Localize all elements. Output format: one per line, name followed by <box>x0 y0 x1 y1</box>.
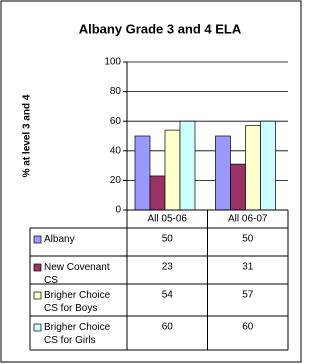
y-tick-label: 80 <box>110 86 122 97</box>
legend-label: New Covenant CS <box>44 262 110 286</box>
bar <box>164 129 181 211</box>
bar <box>215 135 231 211</box>
table-value: 50 <box>242 234 254 245</box>
table-value: 54 <box>162 290 174 301</box>
y-tick-label: 40 <box>110 145 122 156</box>
bar <box>179 120 196 211</box>
chart-page: Albany Grade 3 and 4 ELA % at level 3 an… <box>0 0 303 364</box>
bar <box>230 163 246 211</box>
legend-swatch <box>33 263 42 272</box>
y-axis-label: % at level 3 and 4 <box>22 94 33 177</box>
chart-title: Albany Grade 3 and 4 ELA <box>79 21 242 36</box>
x-tick-label: All 06-07 <box>228 214 268 225</box>
legend-swatch <box>33 291 42 300</box>
x-tick-label: All 05-06 <box>148 214 188 225</box>
legend-label: Albany <box>44 234 75 245</box>
table-value: 31 <box>242 262 254 273</box>
table-value: 50 <box>162 234 174 245</box>
y-tick-label: 0 <box>115 205 121 216</box>
table-value: 23 <box>162 262 174 273</box>
table-value: 60 <box>162 322 174 333</box>
chart: Albany Grade 3 and 4 ELA % at level 3 an… <box>0 0 302 363</box>
bar <box>260 120 276 211</box>
table-value: 57 <box>242 290 254 301</box>
legend-label: Brigher Choice CS for Girls <box>44 322 111 346</box>
bar <box>149 175 166 211</box>
y-tick-label: 60 <box>110 116 122 127</box>
y-tick-label: 100 <box>104 57 121 68</box>
y-tick-label: 20 <box>110 175 122 186</box>
legend-swatch <box>33 323 42 332</box>
legend-swatch <box>33 235 42 244</box>
table-value: 60 <box>242 322 254 333</box>
legend-label: Brigher Choice CS for Boys <box>44 290 111 314</box>
bar <box>134 135 151 211</box>
bar <box>245 125 261 211</box>
